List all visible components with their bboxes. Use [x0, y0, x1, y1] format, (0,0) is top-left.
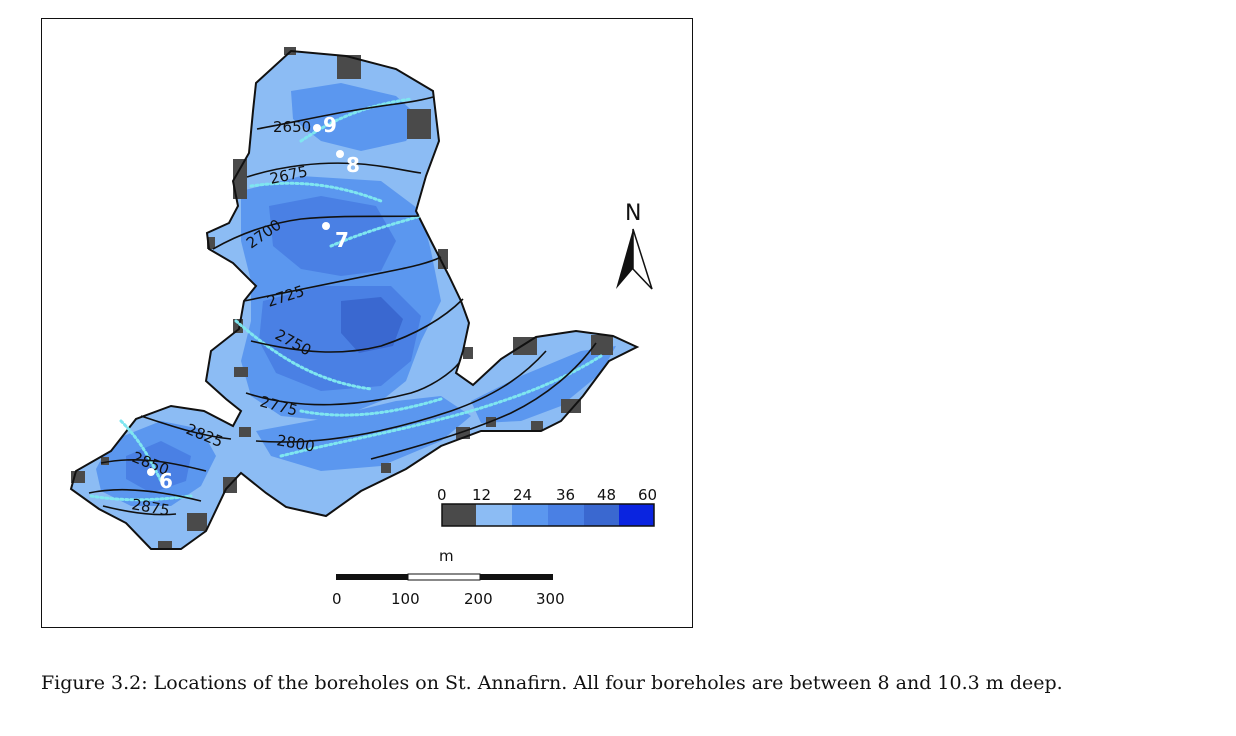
meltwater-streams	[89, 97, 603, 502]
borehole-7-label: 7	[335, 228, 349, 252]
legend-swatch-4	[584, 504, 619, 526]
scale-tick-100: 100	[391, 590, 420, 608]
scale-segment-2	[407, 573, 481, 581]
north-arrow-icon	[616, 229, 633, 289]
legend-swatch-2	[512, 504, 548, 526]
borehole-9-marker	[313, 124, 321, 132]
scale-tick-200: 200	[464, 590, 493, 608]
legend-tick-0: 0	[437, 486, 447, 504]
borehole-7-marker	[322, 222, 330, 230]
contour-lines	[88, 96, 597, 516]
legend-swatch-3	[548, 504, 584, 526]
scale-segment-3	[480, 574, 553, 580]
scale-tick-300: 300	[536, 590, 565, 608]
borehole-8-marker	[336, 150, 344, 158]
legend-tick-24: 24	[513, 486, 532, 504]
legend-tick-36: 36	[556, 486, 575, 504]
legend-tick-48: 48	[597, 486, 616, 504]
north-arrow: N	[616, 201, 653, 290]
scale-unit: m	[439, 547, 454, 565]
scale-bar: m 0 100 200 300	[332, 547, 565, 608]
borehole-6-label: 6	[159, 469, 173, 493]
borehole-6-marker	[147, 468, 155, 476]
legend-tick-60: 60	[638, 486, 657, 504]
borehole-9-label: 9	[323, 113, 337, 137]
glacier-map: 2650 2675 2700 2725 2750 2775 2800 2825 …	[69, 47, 657, 608]
depth-legend: 0 12 24 36 48 60	[437, 486, 657, 527]
depth-zones	[96, 83, 616, 506]
boreholes: 9 8 7 6	[147, 113, 360, 493]
contour-label-2650: 2650	[273, 118, 311, 136]
north-label: N	[625, 201, 641, 226]
legend-swatch-0	[442, 504, 476, 526]
figure-caption: Figure 3.2: Locations of the boreholes o…	[41, 672, 1063, 694]
legend-border	[441, 503, 655, 527]
figure-frame: 2650 2675 2700 2725 2750 2775 2800 2825 …	[41, 18, 693, 628]
scale-tick-0: 0	[332, 590, 342, 608]
legend-swatch-5	[619, 504, 654, 526]
scale-segment-1	[336, 574, 408, 580]
legend-swatch-1	[476, 504, 512, 526]
borehole-8-label: 8	[346, 153, 360, 177]
north-arrow-outline	[632, 228, 653, 290]
legend-tick-12: 12	[472, 486, 491, 504]
